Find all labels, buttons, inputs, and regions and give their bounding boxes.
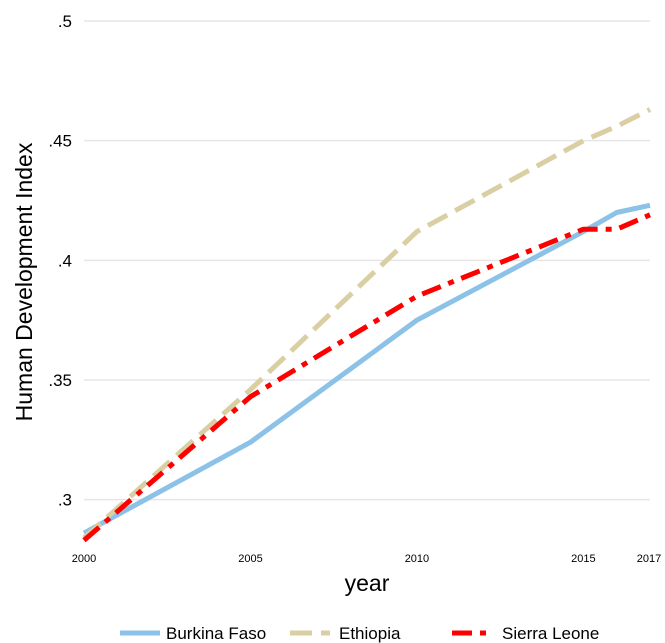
y-tick-label: .4: [58, 251, 72, 270]
series-lines: [82, 107, 652, 543]
series-line-ethiopia: [82, 107, 652, 540]
x-axis-ticks: 2000 2005 2010 2015 2017: [72, 553, 661, 565]
series-line-sierra-leone: [82, 212, 651, 543]
y-tick-label: .45: [48, 132, 72, 151]
x-axis-label: year: [345, 570, 390, 596]
legend: Burkina Faso Ethiopia Sierra Leone: [120, 624, 599, 643]
legend-label: Ethiopia: [339, 624, 401, 643]
x-tick-label: 2015: [571, 553, 595, 565]
legend-item-sierra-leone: Sierra Leone: [452, 624, 599, 643]
y-tick-label: .3: [58, 491, 72, 510]
gridlines: [84, 20, 650, 501]
series-line-burkina-faso: [82, 202, 651, 536]
legend-label: Burkina Faso: [166, 624, 266, 643]
x-tick-label: 2005: [238, 553, 262, 565]
legend-item-burkina-faso: Burkina Faso: [120, 624, 266, 643]
y-axis-label: Human Development Index: [11, 142, 37, 421]
x-tick-label: 2000: [72, 553, 96, 565]
legend-label: Sierra Leone: [502, 624, 599, 643]
x-tick-label: 2017: [637, 553, 661, 565]
y-axis-ticks: .3 .35 .4 .45 .5: [48, 12, 72, 510]
legend-item-ethiopia: Ethiopia: [290, 624, 401, 643]
y-tick-label: .5: [58, 12, 72, 31]
y-tick-label: .35: [48, 371, 72, 390]
x-tick-label: 2010: [405, 553, 429, 565]
